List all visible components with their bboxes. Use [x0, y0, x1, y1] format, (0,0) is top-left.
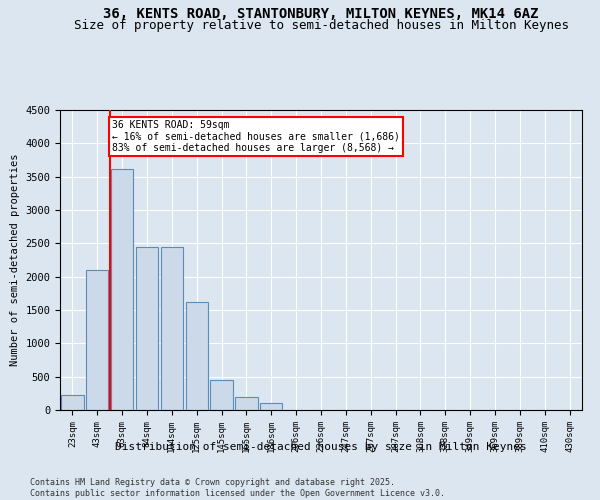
Bar	[86, 270, 109, 410]
Bar	[185, 302, 208, 410]
Bar	[161, 246, 183, 410]
Bar	[260, 404, 283, 410]
Text: Distribution of semi-detached houses by size in Milton Keynes: Distribution of semi-detached houses by …	[115, 442, 527, 452]
Text: 36 KENTS ROAD: 59sqm
← 16% of semi-detached houses are smaller (1,686)
83% of se: 36 KENTS ROAD: 59sqm ← 16% of semi-detac…	[112, 120, 400, 153]
Text: Size of property relative to semi-detached houses in Milton Keynes: Size of property relative to semi-detach…	[74, 19, 569, 32]
Bar	[61, 394, 83, 410]
Bar	[136, 246, 158, 410]
Text: Contains HM Land Registry data © Crown copyright and database right 2025.
Contai: Contains HM Land Registry data © Crown c…	[30, 478, 445, 498]
Bar	[111, 168, 133, 410]
Bar	[211, 380, 233, 410]
Bar	[235, 396, 257, 410]
Y-axis label: Number of semi-detached properties: Number of semi-detached properties	[10, 154, 20, 366]
Text: 36, KENTS ROAD, STANTONBURY, MILTON KEYNES, MK14 6AZ: 36, KENTS ROAD, STANTONBURY, MILTON KEYN…	[103, 8, 539, 22]
